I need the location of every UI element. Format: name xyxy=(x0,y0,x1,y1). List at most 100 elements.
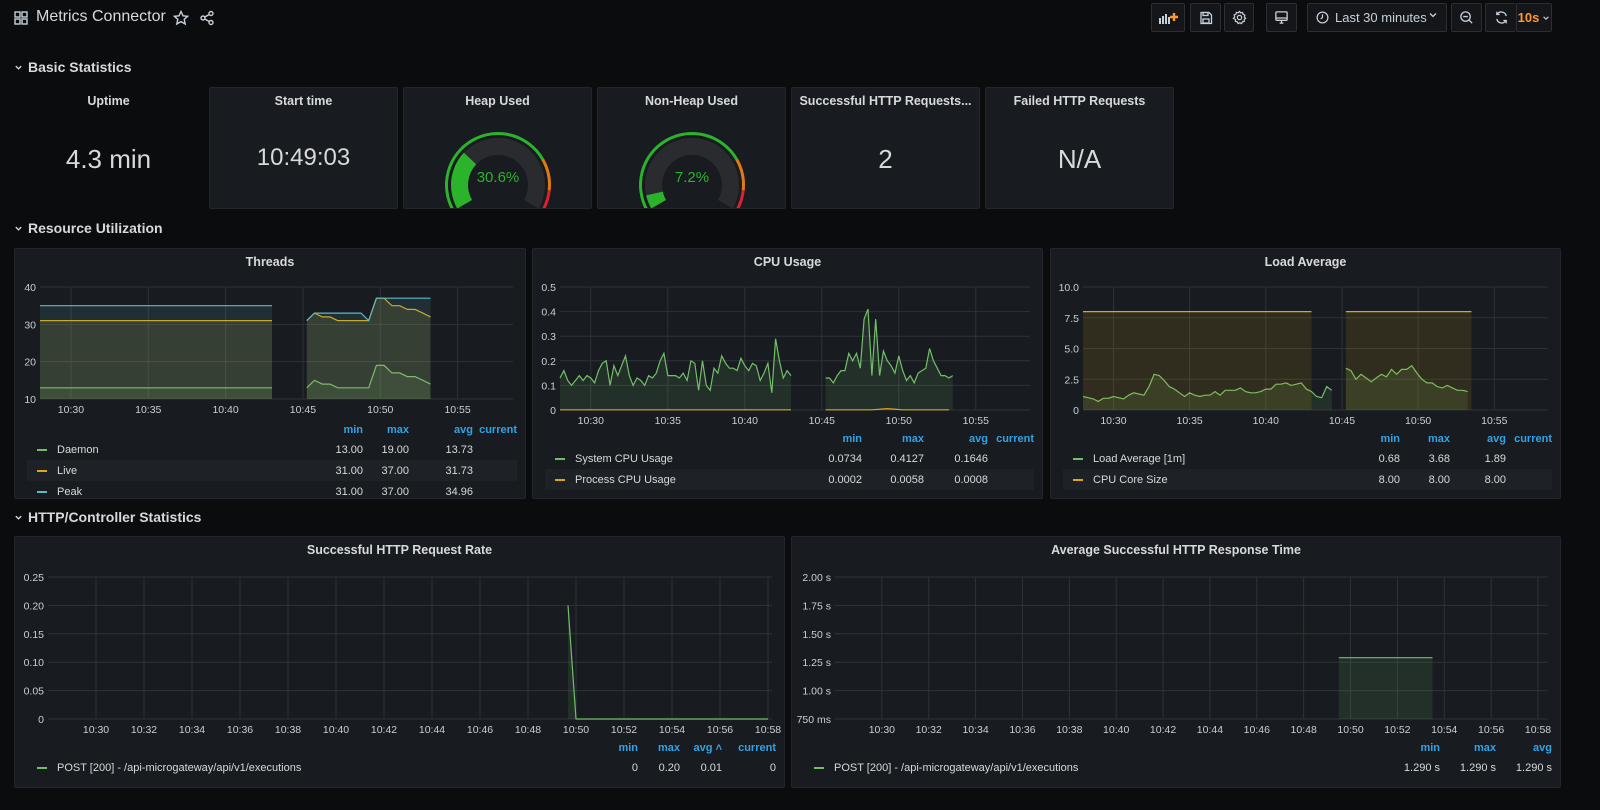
x-tick-label: 10:50 xyxy=(886,415,912,427)
panel-title[interactable]: Threads xyxy=(245,255,295,269)
legend-column-avg[interactable]: avg xyxy=(409,424,473,436)
refresh-interval-picker[interactable]: 10s xyxy=(1516,3,1552,32)
panel-title[interactable]: Average Successful HTTP Response Time xyxy=(1051,543,1301,557)
x-tick-label: 10:44 xyxy=(419,724,445,736)
series-color-icon[interactable] xyxy=(814,766,824,769)
legend-series-name[interactable]: Peak xyxy=(57,485,83,498)
panel-title[interactable]: Heap Used xyxy=(465,94,530,108)
legend-column-min[interactable]: min xyxy=(592,742,638,754)
series-color-icon[interactable] xyxy=(1073,478,1083,481)
gauge-track xyxy=(451,138,545,208)
legend-row[interactable]: CPU Core Size 8.00 8.00 8.00 xyxy=(1063,469,1552,490)
x-tick-label: 10:50 xyxy=(563,724,589,736)
legend-column-max[interactable]: max xyxy=(363,424,409,436)
legend-header: min max avg current xyxy=(1063,430,1552,448)
star-icon[interactable] xyxy=(172,9,190,31)
panel-title[interactable]: Start time xyxy=(274,94,333,108)
series-color-icon[interactable] xyxy=(37,490,47,493)
share-icon[interactable] xyxy=(199,10,215,31)
x-tick-label: 10:30 xyxy=(578,415,604,427)
x-tick-label: 10:30 xyxy=(58,404,84,416)
legend-column-label: current xyxy=(738,742,776,754)
series-color-icon[interactable] xyxy=(37,469,47,472)
series-color-icon[interactable] xyxy=(555,478,565,481)
legend-row[interactable]: Live 31.00 37.00 31.73 xyxy=(27,460,517,481)
panel-title[interactable]: CPU Usage xyxy=(753,255,822,269)
legend: min max avg current Load Average [1m] 0.68 3.6… xyxy=(1063,430,1552,490)
legend-series-name[interactable]: Daemon xyxy=(57,443,99,456)
legend-column-label: current xyxy=(1514,433,1552,445)
legend-row[interactable]: Daemon 13.00 19.00 13.73 xyxy=(27,439,517,460)
panel-title[interactable]: Load Average xyxy=(1264,255,1347,269)
refresh-button[interactable] xyxy=(1485,3,1516,32)
legend-column-current[interactable]: current xyxy=(473,424,517,436)
legend-series-name[interactable]: POST [200] - /api-microgateway/api/v1/ex… xyxy=(57,761,302,774)
legend-column-min[interactable]: min xyxy=(1348,433,1400,445)
save-dashboard-button[interactable] xyxy=(1190,3,1221,32)
legend-series-name[interactable]: Process CPU Usage xyxy=(575,473,676,486)
legend-series-name[interactable]: Live xyxy=(57,464,78,477)
legend-column-max[interactable]: max xyxy=(862,433,924,445)
panel-title[interactable]: Failed HTTP Requests xyxy=(1013,94,1146,108)
x-tick-label: 10:48 xyxy=(1291,724,1317,736)
dashboard-title[interactable]: Metrics Connector xyxy=(36,8,166,25)
tv-mode-button[interactable] xyxy=(1266,3,1297,32)
time-range-picker[interactable]: Last 30 minutes xyxy=(1307,3,1447,32)
row-resource-utilization[interactable]: Resource Utilization xyxy=(14,220,163,236)
legend-column-avg[interactable]: avg ˄ xyxy=(680,742,722,754)
panel-title[interactable]: Uptime xyxy=(87,94,130,108)
legend-column-label: avg xyxy=(693,742,713,754)
legend-column-max[interactable]: max xyxy=(1440,742,1496,754)
legend-series-name[interactable]: Load Average [1m] xyxy=(1093,452,1186,465)
y-tick-label: 10.0 xyxy=(1059,282,1080,294)
legend-row[interactable]: POST [200] - /api-microgateway/api/v1/ex… xyxy=(804,757,1552,778)
legend-column-label: min xyxy=(1380,433,1400,445)
legend-series-name[interactable]: System CPU Usage xyxy=(575,452,673,465)
legend-column-avg[interactable]: avg xyxy=(1450,433,1506,445)
legend-stat-avg: 31.73 xyxy=(445,464,473,477)
series-color-icon[interactable] xyxy=(1073,457,1083,460)
y-tick-label: 40 xyxy=(24,282,36,294)
chart-threads: 10 20 30 40 10:30 10:35 10:40 10:45 10:50 10:55 xyxy=(24,282,513,416)
legend-column-current[interactable]: current xyxy=(988,433,1034,445)
legend-column-current[interactable]: current xyxy=(722,742,776,754)
legend-column-avg[interactable]: avg xyxy=(1496,742,1552,754)
row-basic-statistics[interactable]: Basic Statistics xyxy=(14,59,132,75)
add-panel-button[interactable] xyxy=(1151,3,1185,32)
panel-title[interactable]: Non-Heap Used xyxy=(644,94,739,108)
legend-column-current[interactable]: current xyxy=(1506,433,1552,445)
legend-row[interactable]: System CPU Usage 0.0734 0.4127 0.1646 xyxy=(545,448,1034,469)
legend-row[interactable]: POST [200] - /api-microgateway/api/v1/ex… xyxy=(27,757,776,778)
chart-load: 0 2.5 5.0 7.5 10.0 10:30 10:35 10:40 10:45 10:50 1… xyxy=(1059,282,1548,427)
zoom-out-button[interactable] xyxy=(1451,3,1482,32)
row-http-controller-statistics[interactable]: HTTP/Controller Statistics xyxy=(14,509,201,525)
legend-column-label: max xyxy=(386,424,409,436)
panel-title[interactable]: Successful HTTP Request Rate xyxy=(306,543,493,557)
legend-column-min[interactable]: min xyxy=(802,433,862,445)
dashboard-settings-button[interactable] xyxy=(1224,3,1254,32)
panel-load-average: Load Average 0 2.5 5.0 7.5 10.0 10:30 10:35 10:… xyxy=(1050,248,1561,499)
legend-row[interactable]: Peak 31.00 37.00 34.96 xyxy=(27,481,517,498)
x-tick-label: 10:32 xyxy=(916,724,942,736)
x-tick-label: 10:30 xyxy=(1100,415,1126,427)
chevron-down-icon xyxy=(1428,10,1438,20)
legend-row[interactable]: Process CPU Usage 0.0002 0.0058 0.0008 xyxy=(545,469,1034,490)
legend-column-max[interactable]: max xyxy=(1400,433,1450,445)
legend: min max avg current System CPU Usage 0.0734 0.… xyxy=(545,430,1034,490)
series-color-icon[interactable] xyxy=(555,457,565,460)
legend-row[interactable]: Load Average [1m] 0.68 3.68 1.89 xyxy=(1063,448,1552,469)
legend-column-min[interactable]: min xyxy=(1384,742,1440,754)
legend-column-max[interactable]: max xyxy=(638,742,680,754)
legend-series-name[interactable]: CPU Core Size xyxy=(1093,473,1168,486)
stat-value: N/A xyxy=(1057,144,1102,174)
panel-title[interactable]: Successful HTTP Requests... xyxy=(799,94,972,108)
legend-column-min[interactable]: min xyxy=(311,424,363,436)
legend-series-name[interactable]: POST [200] - /api-microgateway/api/v1/ex… xyxy=(834,761,1079,774)
gauge-value-text: 7.2% xyxy=(675,169,709,186)
series-color-icon[interactable] xyxy=(37,766,47,769)
series-color-icon[interactable] xyxy=(37,448,47,451)
dashboard-grid-icon[interactable] xyxy=(14,11,28,30)
legend-column-avg[interactable]: avg xyxy=(924,433,988,445)
gauge: 30.6% xyxy=(445,132,551,208)
row-title: Resource Utilization xyxy=(28,220,163,236)
